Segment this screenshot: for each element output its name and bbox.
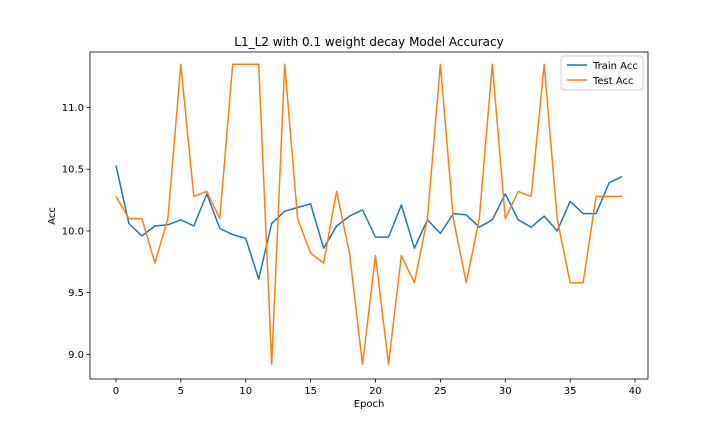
plot-area <box>89 51 649 380</box>
x-tick-label: 10 <box>239 386 252 397</box>
y-tick-label: 10.0 <box>62 226 84 237</box>
y-tick-label: 10.5 <box>62 165 84 176</box>
y-axis-label: Acc <box>47 207 58 225</box>
axis-ticks: 0 5 10 15 20 25 30 35 40 9.0 9.5 10.0 10.5 11.0 <box>62 103 642 397</box>
x-tick-label: 5 <box>178 386 184 397</box>
x-axis-label: Epoch <box>354 399 385 410</box>
series-line-test-acc <box>115 63 622 365</box>
y-tick-label: 11.0 <box>62 103 84 114</box>
y-tick-label: 9.0 <box>68 350 84 361</box>
axes-frame <box>89 51 649 380</box>
legend-label-train-acc: Train Acc <box>592 61 638 72</box>
x-tick-label: 0 <box>113 386 119 397</box>
legend-label-test-acc: Test Acc <box>592 76 634 87</box>
x-tick-label: 15 <box>304 386 317 397</box>
x-tick-label: 25 <box>434 386 447 397</box>
legend: Train Acc Test Acc <box>560 55 644 91</box>
y-tick-label: 9.5 <box>68 288 84 299</box>
x-tick-label: 35 <box>564 386 577 397</box>
series-line-train-acc <box>115 165 623 280</box>
x-tick-label: 30 <box>499 386 512 397</box>
x-tick-label: 20 <box>369 386 382 397</box>
chart-title: L1_L2 with 0.1 weight decay Model Accura… <box>234 35 503 49</box>
x-tick-label: 40 <box>629 386 642 397</box>
